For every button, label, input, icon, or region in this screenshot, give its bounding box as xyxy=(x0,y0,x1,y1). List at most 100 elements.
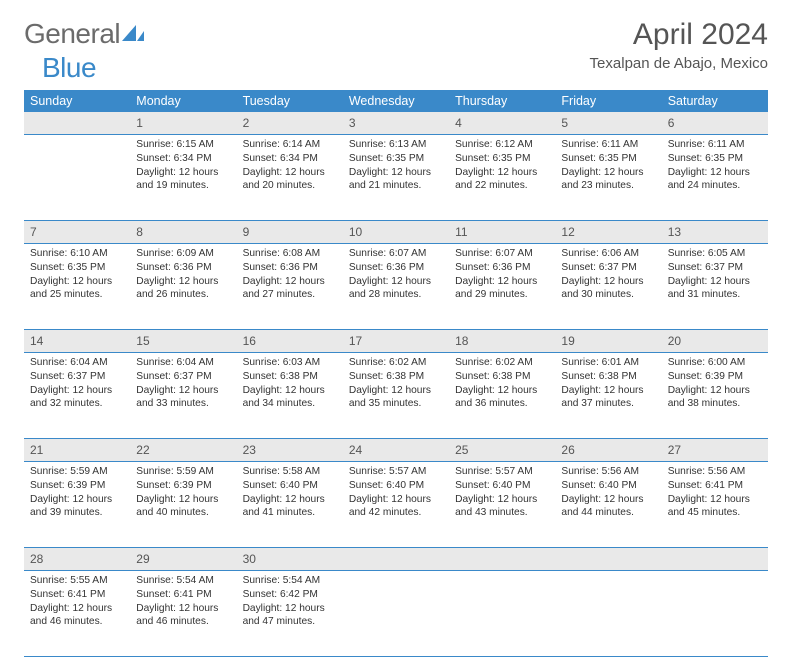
col-thursday: Thursday xyxy=(449,90,555,112)
day-cell: Sunrise: 6:11 AMSunset: 6:35 PMDaylight:… xyxy=(555,135,661,221)
day-number-cell: 10 xyxy=(343,221,449,244)
daylight-text: and 35 minutes. xyxy=(349,397,443,411)
week-row: Sunrise: 6:10 AMSunset: 6:35 PMDaylight:… xyxy=(24,244,768,330)
sunrise-text: Sunrise: 5:58 AM xyxy=(243,465,337,479)
daylight-text: Daylight: 12 hours xyxy=(243,166,337,180)
sunrise-text: Sunrise: 5:54 AM xyxy=(136,574,230,588)
day-number-cell: 8 xyxy=(130,221,236,244)
day-cell: Sunrise: 5:57 AMSunset: 6:40 PMDaylight:… xyxy=(343,462,449,548)
daylight-text: Daylight: 12 hours xyxy=(136,602,230,616)
sunset-text: Sunset: 6:38 PM xyxy=(243,370,337,384)
sunrise-text: Sunrise: 6:15 AM xyxy=(136,138,230,152)
daylight-text: Daylight: 12 hours xyxy=(349,166,443,180)
daynum-row: 21222324252627 xyxy=(24,439,768,462)
daylight-text: Daylight: 12 hours xyxy=(30,493,124,507)
daylight-text: Daylight: 12 hours xyxy=(668,166,762,180)
week-row: Sunrise: 6:04 AMSunset: 6:37 PMDaylight:… xyxy=(24,353,768,439)
daylight-text: and 20 minutes. xyxy=(243,179,337,193)
day-number-cell xyxy=(24,112,130,135)
daylight-text: Daylight: 12 hours xyxy=(243,384,337,398)
sunset-text: Sunset: 6:35 PM xyxy=(668,152,762,166)
day-cell: Sunrise: 6:04 AMSunset: 6:37 PMDaylight:… xyxy=(24,353,130,439)
day-cell: Sunrise: 6:10 AMSunset: 6:35 PMDaylight:… xyxy=(24,244,130,330)
day-cell: Sunrise: 5:55 AMSunset: 6:41 PMDaylight:… xyxy=(24,571,130,657)
day-cell xyxy=(24,135,130,221)
day-cell: Sunrise: 5:57 AMSunset: 6:40 PMDaylight:… xyxy=(449,462,555,548)
day-number-cell xyxy=(449,548,555,571)
sunset-text: Sunset: 6:39 PM xyxy=(30,479,124,493)
sunset-text: Sunset: 6:37 PM xyxy=(668,261,762,275)
day-cell: Sunrise: 6:02 AMSunset: 6:38 PMDaylight:… xyxy=(449,353,555,439)
daylight-text: Daylight: 12 hours xyxy=(455,384,549,398)
daylight-text: Daylight: 12 hours xyxy=(243,493,337,507)
day-number-cell: 5 xyxy=(555,112,661,135)
week-row: Sunrise: 5:55 AMSunset: 6:41 PMDaylight:… xyxy=(24,571,768,657)
day-cell: Sunrise: 6:14 AMSunset: 6:34 PMDaylight:… xyxy=(237,135,343,221)
sunset-text: Sunset: 6:39 PM xyxy=(668,370,762,384)
sunrise-text: Sunrise: 6:04 AM xyxy=(136,356,230,370)
calendar-table: Sunday Monday Tuesday Wednesday Thursday… xyxy=(24,90,768,657)
daylight-text: and 39 minutes. xyxy=(30,506,124,520)
sunset-text: Sunset: 6:34 PM xyxy=(136,152,230,166)
sunrise-text: Sunrise: 6:01 AM xyxy=(561,356,655,370)
day-number-cell: 4 xyxy=(449,112,555,135)
day-number-cell: 19 xyxy=(555,330,661,353)
daylight-text: and 47 minutes. xyxy=(243,615,337,629)
sunrise-text: Sunrise: 6:13 AM xyxy=(349,138,443,152)
day-cell: Sunrise: 5:56 AMSunset: 6:40 PMDaylight:… xyxy=(555,462,661,548)
sunrise-text: Sunrise: 5:59 AM xyxy=(136,465,230,479)
sunset-text: Sunset: 6:38 PM xyxy=(455,370,549,384)
sunset-text: Sunset: 6:35 PM xyxy=(30,261,124,275)
sunrise-text: Sunrise: 6:00 AM xyxy=(668,356,762,370)
day-number-cell: 23 xyxy=(237,439,343,462)
daylight-text: Daylight: 12 hours xyxy=(455,493,549,507)
daylight-text: and 44 minutes. xyxy=(561,506,655,520)
daylight-text: Daylight: 12 hours xyxy=(136,493,230,507)
daylight-text: and 26 minutes. xyxy=(136,288,230,302)
daylight-text: Daylight: 12 hours xyxy=(136,166,230,180)
sunset-text: Sunset: 6:36 PM xyxy=(455,261,549,275)
sunrise-text: Sunrise: 6:08 AM xyxy=(243,247,337,261)
daylight-text: and 31 minutes. xyxy=(668,288,762,302)
sunrise-text: Sunrise: 6:09 AM xyxy=(136,247,230,261)
sunrise-text: Sunrise: 6:05 AM xyxy=(668,247,762,261)
day-cell: Sunrise: 6:08 AMSunset: 6:36 PMDaylight:… xyxy=(237,244,343,330)
sunset-text: Sunset: 6:36 PM xyxy=(243,261,337,275)
sunrise-text: Sunrise: 6:02 AM xyxy=(455,356,549,370)
col-wednesday: Wednesday xyxy=(343,90,449,112)
col-monday: Monday xyxy=(130,90,236,112)
sunset-text: Sunset: 6:36 PM xyxy=(349,261,443,275)
sunset-text: Sunset: 6:41 PM xyxy=(668,479,762,493)
day-number-cell: 9 xyxy=(237,221,343,244)
day-cell xyxy=(343,571,449,657)
sunset-text: Sunset: 6:35 PM xyxy=(349,152,443,166)
day-number-cell: 18 xyxy=(449,330,555,353)
day-number-cell: 15 xyxy=(130,330,236,353)
daynum-row: 282930 xyxy=(24,548,768,571)
logo: General xyxy=(24,18,146,50)
daylight-text: and 37 minutes. xyxy=(561,397,655,411)
daylight-text: and 29 minutes. xyxy=(455,288,549,302)
day-cell: Sunrise: 6:04 AMSunset: 6:37 PMDaylight:… xyxy=(130,353,236,439)
day-number-cell: 30 xyxy=(237,548,343,571)
day-number-cell: 27 xyxy=(662,439,768,462)
day-number-cell: 7 xyxy=(24,221,130,244)
day-number-cell: 13 xyxy=(662,221,768,244)
sunset-text: Sunset: 6:41 PM xyxy=(30,588,124,602)
col-saturday: Saturday xyxy=(662,90,768,112)
daylight-text: Daylight: 12 hours xyxy=(668,275,762,289)
sunset-text: Sunset: 6:40 PM xyxy=(561,479,655,493)
sunrise-text: Sunrise: 6:03 AM xyxy=(243,356,337,370)
daynum-row: 123456 xyxy=(24,112,768,135)
col-friday: Friday xyxy=(555,90,661,112)
day-number-cell: 21 xyxy=(24,439,130,462)
daylight-text: Daylight: 12 hours xyxy=(668,493,762,507)
daylight-text: Daylight: 12 hours xyxy=(243,602,337,616)
daynum-row: 14151617181920 xyxy=(24,330,768,353)
sunrise-text: Sunrise: 6:12 AM xyxy=(455,138,549,152)
day-cell: Sunrise: 6:03 AMSunset: 6:38 PMDaylight:… xyxy=(237,353,343,439)
sunrise-text: Sunrise: 6:06 AM xyxy=(561,247,655,261)
day-number-cell xyxy=(343,548,449,571)
day-cell: Sunrise: 6:07 AMSunset: 6:36 PMDaylight:… xyxy=(343,244,449,330)
daylight-text: Daylight: 12 hours xyxy=(561,493,655,507)
